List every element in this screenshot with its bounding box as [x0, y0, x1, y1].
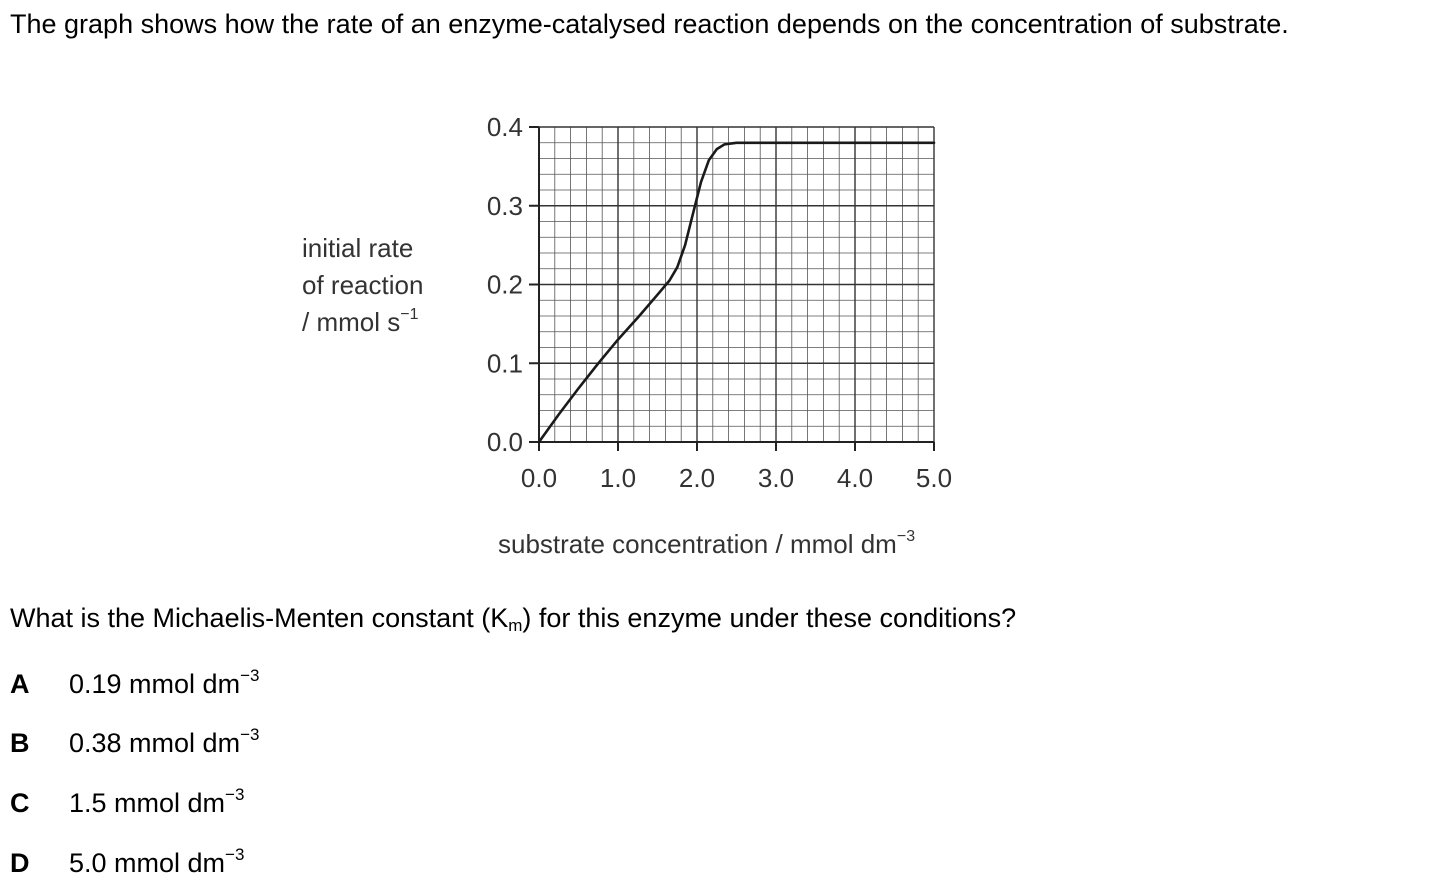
option-value: 5.0 mmol dm	[69, 848, 226, 878]
km-subscript: m	[508, 616, 523, 635]
y-axis-label-line-1: initial rate	[302, 233, 413, 263]
y-axis-unit-exponent: −1	[400, 306, 418, 323]
option-c[interactable]: C 1.5 mmol dm−3	[10, 785, 244, 821]
option-unit-exponent: −3	[240, 666, 260, 685]
y-tick-label: 0.4	[487, 112, 523, 142]
x-axis-label-text: substrate concentration / mmol dm	[498, 529, 897, 559]
y-tick-labels: 0.0 0.1 0.2 0.3 0.4	[487, 112, 523, 457]
y-axis-unit: / mmol s	[302, 307, 400, 337]
x-tick-label: 1.0	[600, 463, 636, 493]
option-unit-exponent: −3	[225, 785, 245, 804]
question-text-before: What is the Michaelis-Menten constant (K	[10, 603, 509, 633]
x-tick-label: 4.0	[837, 463, 873, 493]
rate-curve	[537, 141, 936, 444]
y-axis-label: initial rate of reaction / mmol s−1	[302, 233, 423, 337]
y-tick-label: 0.0	[487, 427, 523, 457]
question-text-after: ) for this enzyme under these conditions…	[522, 603, 1017, 633]
option-a[interactable]: A 0.19 mmol dm−3	[10, 666, 259, 702]
x-tick-label: 2.0	[679, 463, 715, 493]
y-tick-label: 0.2	[487, 270, 523, 300]
y-axis-label-line-2: of reaction	[302, 270, 423, 300]
x-axis-unit-exponent: −3	[897, 528, 915, 545]
option-value: 1.5 mmol dm	[69, 788, 226, 818]
x-tick-label: 0.0	[521, 463, 557, 493]
y-tick-label: 0.1	[487, 348, 523, 378]
option-b[interactable]: B 0.38 mmol dm−3	[10, 725, 259, 761]
x-axis-label: substrate concentration / mmol dm−3	[498, 528, 915, 559]
option-letter: D	[10, 848, 30, 878]
y-tick-label: 0.3	[487, 191, 523, 221]
x-tick-label: 5.0	[916, 463, 952, 493]
option-d[interactable]: D 5.0 mmol dm−3	[10, 845, 244, 881]
x-tick-labels: 0.0 1.0 2.0 3.0 4.0 5.0	[521, 463, 952, 493]
option-unit-exponent: −3	[240, 725, 260, 744]
option-letter: C	[10, 788, 30, 818]
y-axis-label-line-3: / mmol s−1	[302, 306, 419, 337]
option-letter: A	[10, 669, 30, 699]
question-text: What is the Michaelis-Menten constant (K…	[10, 600, 1016, 636]
option-unit-exponent: −3	[225, 845, 245, 864]
option-value: 0.19 mmol dm	[69, 669, 241, 699]
x-tick-label: 3.0	[758, 463, 794, 493]
option-letter: B	[10, 728, 30, 758]
option-value: 0.38 mmol dm	[69, 728, 241, 758]
tick-marks	[529, 126, 935, 451]
question-intro: The graph shows how the rate of an enzym…	[10, 9, 1289, 39]
